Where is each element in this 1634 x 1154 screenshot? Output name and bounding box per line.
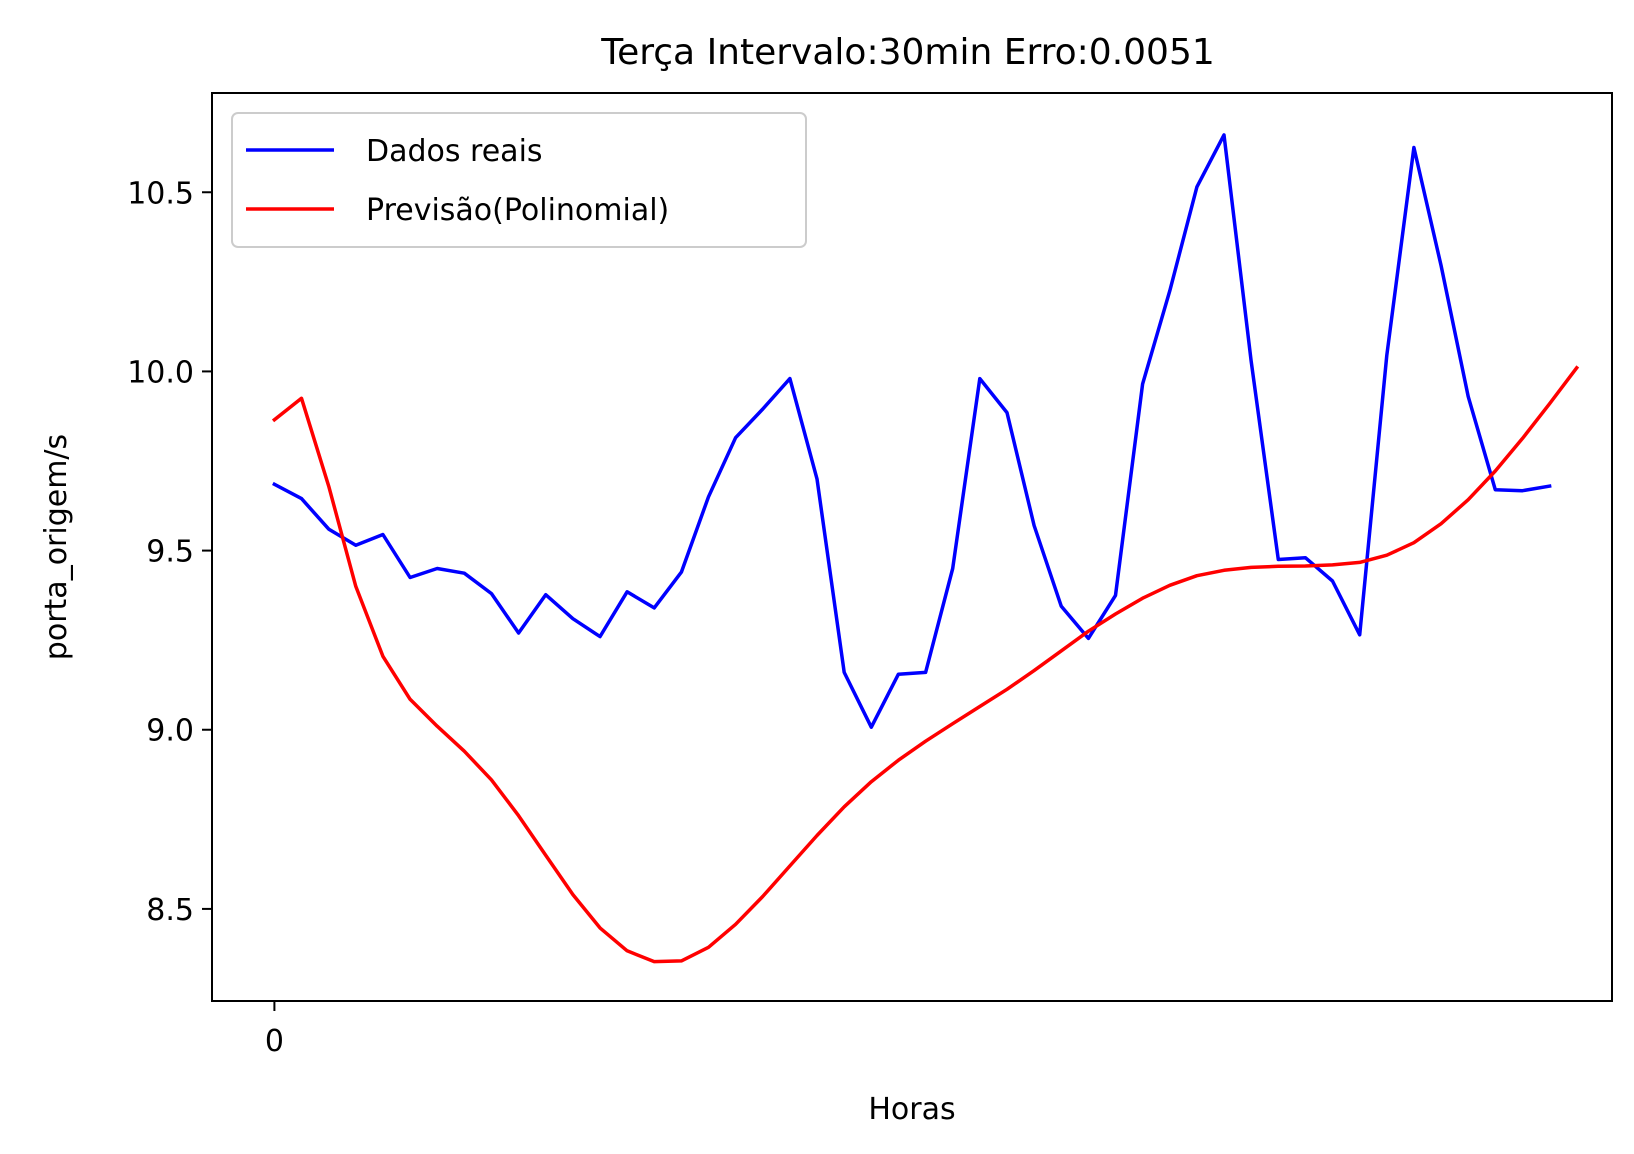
y-tick-label: 9.0 [146, 714, 194, 749]
legend-label-0: Dados reais [366, 134, 543, 169]
x-axis: 0 [265, 1001, 284, 1059]
y-axis-title: porta_origem/s [39, 434, 74, 660]
series-line-0 [272, 133, 1552, 729]
series-layer [271, 133, 1580, 964]
x-axis-title: Horas [868, 1092, 955, 1127]
legend-label-1: Previsão(Polinomial) [366, 193, 669, 228]
legend-items: Dados reais Previsão(Polinomial) [246, 134, 669, 228]
y-tick-label: 8.5 [146, 893, 194, 928]
y-tick-label: 9.5 [146, 535, 194, 570]
series-line-1 [271, 365, 1580, 964]
y-tick-label: 10.0 [127, 355, 194, 390]
y-tick-label: 10.5 [127, 176, 194, 211]
chart-title: Terça Intervalo:30min Erro:0.0051 [600, 32, 1215, 73]
x-tick-label: 0 [265, 1024, 284, 1059]
axes-frame [211, 92, 1613, 1002]
y-axis: 8.5 9.0 9.5 10.0 10.5 [127, 176, 212, 928]
legend: Dados reais Previsão(Polinomial) [231, 112, 807, 248]
legend-frame [231, 112, 807, 248]
